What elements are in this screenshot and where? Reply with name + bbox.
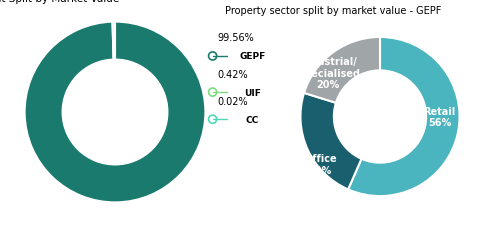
Text: Client Split by Market Value: Client Split by Market Value: [0, 0, 119, 4]
Text: GEPF: GEPF: [240, 52, 266, 61]
Text: 99.56%: 99.56%: [217, 33, 254, 43]
Wedge shape: [300, 93, 362, 189]
Wedge shape: [24, 22, 206, 202]
Text: 0.42%: 0.42%: [217, 69, 248, 79]
Wedge shape: [348, 38, 460, 196]
Text: Retail
56%: Retail 56%: [424, 106, 456, 128]
Text: Office
23%: Office 23%: [304, 154, 336, 175]
Wedge shape: [112, 22, 115, 60]
Wedge shape: [304, 38, 380, 103]
Text: CC: CC: [246, 115, 259, 124]
Text: Property sector split by market value - GEPF: Property sector split by market value - …: [225, 6, 441, 16]
Text: UIF: UIF: [244, 88, 261, 97]
Text: 0.02%: 0.02%: [217, 96, 248, 106]
Text: Industrial/
Specialised
20%: Industrial/ Specialised 20%: [297, 57, 360, 90]
